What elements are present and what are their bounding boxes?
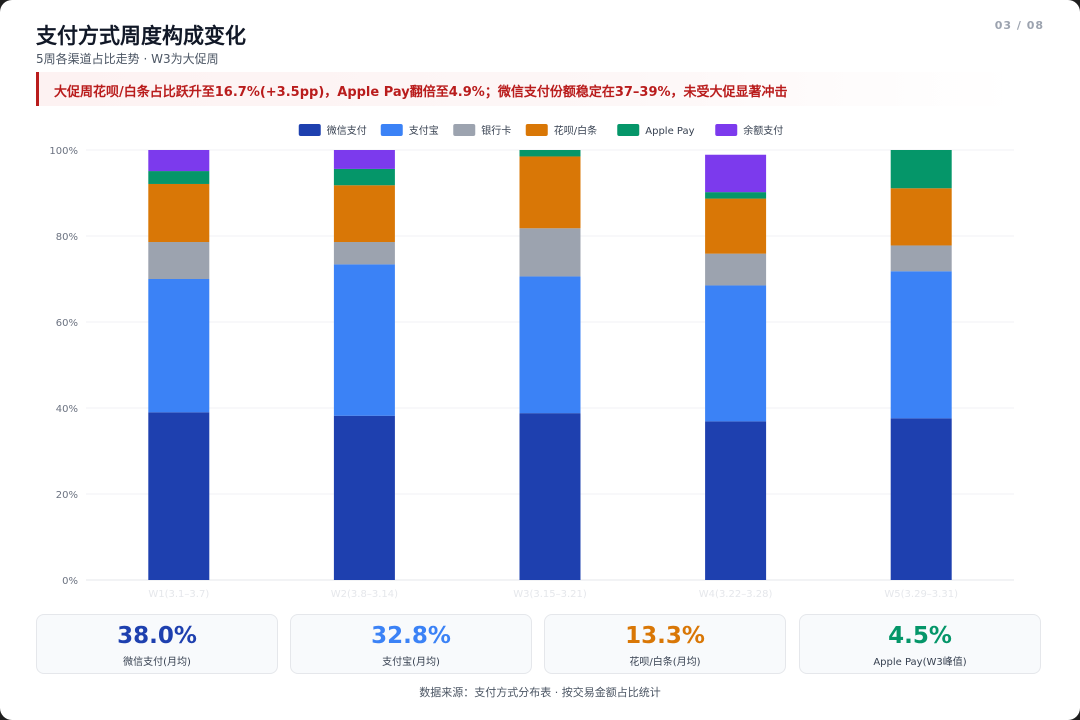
legend-swatch <box>453 124 476 136</box>
insight-banner: 大促周花呗/白条占比跃升至16.7%(+3.5pp)，Apple Pay翻倍至4… <box>36 72 1016 106</box>
bar-segment <box>890 188 952 246</box>
legend-label: 微信支付 <box>327 124 367 137</box>
bar-segment <box>705 198 767 254</box>
bar-segment <box>148 171 210 184</box>
y-tick-label: 100% <box>49 146 78 157</box>
bar-segment <box>148 150 210 172</box>
bar-segment <box>519 156 581 229</box>
y-tick-label: 40% <box>56 404 78 415</box>
bar-segment <box>148 279 210 413</box>
bar-segment <box>705 154 767 193</box>
page-subtitle: 5周各渠道占比走势 · W3为大促周 <box>36 52 219 66</box>
legend-swatch <box>715 124 738 136</box>
stat-label: 花呗/白条(月均) <box>629 657 701 668</box>
bar-segment <box>705 285 767 422</box>
legend-swatch <box>617 124 640 136</box>
bar-segment <box>519 150 581 157</box>
bar-segment <box>519 228 581 277</box>
bar-segment <box>519 413 581 580</box>
stacked-bar-chart: 0% 20% 40% 60% 80% 100% W1(3.1–3.7) W2(3.8–3.14… <box>49 124 1014 600</box>
legend-swatch <box>380 124 403 136</box>
bar-segment <box>890 418 952 580</box>
stat-value: 38.0% <box>117 623 197 649</box>
bar-segment <box>519 276 581 414</box>
legend-label: 银行卡 <box>481 124 511 137</box>
x-tick-label: W4(3.22–3.28) <box>699 589 773 600</box>
stat-value: 13.3% <box>625 623 705 649</box>
bar-segment <box>890 150 952 189</box>
bar-segment <box>148 183 210 243</box>
legend-label: 花呗/白条 <box>554 124 597 137</box>
x-tick-label: W5(3.29–3.31) <box>884 589 958 600</box>
bar-segment <box>705 421 767 580</box>
insight-text: 大促周花呗/白条占比跃升至16.7%(+3.5pp)，Apple Pay翻倍至4… <box>54 85 788 100</box>
stat-card-wechat: 38.0% 微信支付(月均) <box>36 614 278 674</box>
bar-segment <box>333 185 395 243</box>
y-tick-label: 80% <box>56 232 78 243</box>
stat-label: Apple Pay(W3峰值) <box>873 657 967 668</box>
stat-value: 32.8% <box>371 623 451 649</box>
data-source-footer: 数据来源：支付方式分布表 · 按交易金额占比统计 <box>419 686 661 699</box>
stat-label: 微信支付(月均) <box>123 657 191 668</box>
legend-label: 余额支付 <box>743 124 783 137</box>
bar-segment <box>705 192 767 199</box>
legend-label: 支付宝 <box>409 124 439 137</box>
y-tick-label: 60% <box>56 318 78 329</box>
x-tick-label: W3(3.15–3.21) <box>513 589 587 600</box>
bar-segment <box>333 242 395 265</box>
stat-card-huabei: 13.3% 花呗/白条(月均) <box>544 614 786 674</box>
stat-value: 4.5% <box>888 623 952 649</box>
bar-segment <box>890 271 952 419</box>
bar-segment <box>148 242 210 279</box>
bar-segment <box>333 150 395 169</box>
stat-card-alipay: 32.8% 支付宝(月均) <box>290 614 532 674</box>
bar-segment <box>890 245 952 272</box>
bar-segment <box>333 415 395 580</box>
x-tick-label: W1(3.1–3.7) <box>148 589 209 600</box>
legend-swatch <box>525 124 548 136</box>
legend-label: Apple Pay <box>645 126 694 137</box>
y-tick-label: 0% <box>62 576 78 587</box>
page-title: 支付方式周度构成变化 <box>36 24 246 48</box>
bar-segment <box>333 264 395 416</box>
stat-card-applepay: 4.5% Apple Pay(W3峰值) <box>799 614 1041 674</box>
x-tick-label: W2(3.8–3.14) <box>331 589 398 600</box>
stat-label: 支付宝(月均) <box>382 657 440 668</box>
bar-segment <box>148 412 210 580</box>
bar-segment <box>705 253 767 286</box>
y-tick-label: 20% <box>56 490 78 501</box>
bar-segment <box>333 168 395 186</box>
page-number: 03 / 08 <box>994 19 1044 32</box>
legend-swatch <box>298 124 321 136</box>
